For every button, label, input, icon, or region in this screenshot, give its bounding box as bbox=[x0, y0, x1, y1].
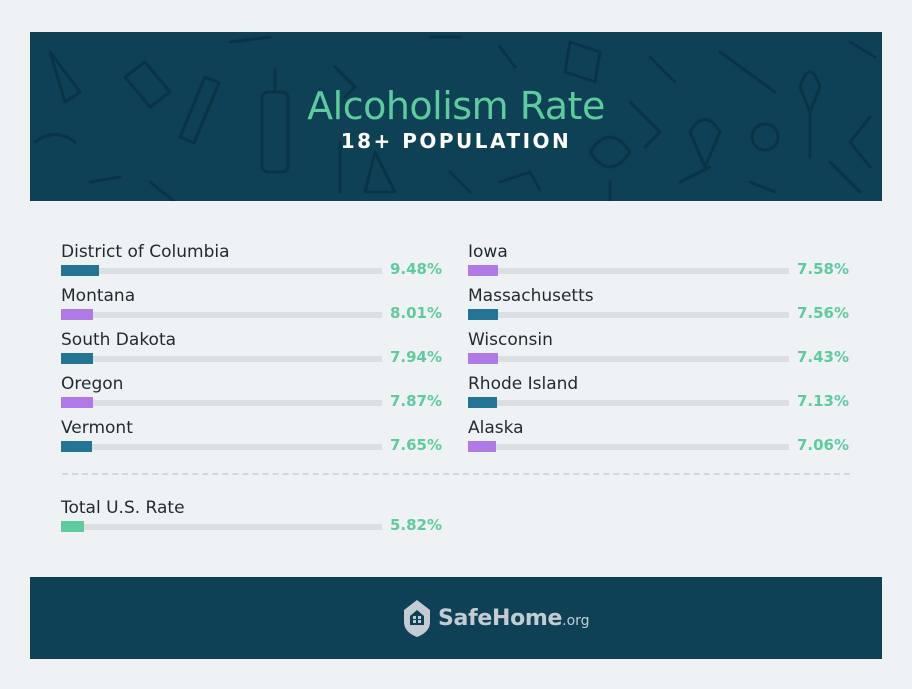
bar-value-label: 7.13% bbox=[796, 392, 849, 410]
bar-label: Total U.S. Rate bbox=[61, 498, 185, 518]
bar bbox=[468, 309, 498, 320]
bar-label: Vermont bbox=[61, 418, 133, 438]
bar-track bbox=[61, 312, 382, 318]
bar bbox=[61, 353, 93, 364]
bar-value-label: 7.58% bbox=[796, 260, 849, 278]
bar-row: Rhode Island 7.13% bbox=[468, 374, 849, 410]
bar-value-label: 7.56% bbox=[796, 304, 849, 322]
drinks-pattern-background bbox=[33, 35, 877, 201]
bar-track bbox=[468, 400, 789, 406]
bar-row: Montana 8.01% bbox=[61, 286, 442, 322]
bar-track bbox=[468, 444, 789, 450]
bar-value-label: 7.87% bbox=[389, 392, 442, 410]
bar-row: Alaska 7.06% bbox=[468, 418, 849, 454]
bar-track bbox=[61, 524, 382, 530]
bar-label: Wisconsin bbox=[468, 330, 553, 350]
brand-logo: SafeHome .org bbox=[402, 598, 590, 638]
bar bbox=[61, 265, 99, 276]
total-bar-row: Total U.S. Rate 5.82% bbox=[61, 498, 442, 534]
brand-name: SafeHome bbox=[438, 605, 563, 631]
bar-row: Massachusetts 7.56% bbox=[468, 286, 849, 322]
bar-label: Rhode Island bbox=[468, 374, 579, 394]
footer-banner: SafeHome .org bbox=[30, 577, 882, 659]
bar-label: South Dakota bbox=[61, 330, 177, 350]
bar-track bbox=[468, 356, 789, 362]
bar-row: Wisconsin 7.43% bbox=[468, 330, 849, 366]
bar-value-label: 8.01% bbox=[389, 304, 442, 322]
bar-track bbox=[468, 312, 789, 318]
bar-row: South Dakota 7.94% bbox=[61, 330, 442, 366]
bar-track bbox=[61, 268, 382, 274]
bar-track bbox=[61, 400, 382, 406]
bar-track bbox=[468, 268, 789, 274]
bar-track bbox=[61, 444, 382, 450]
chart-title: Alcoholism Rate bbox=[307, 84, 605, 128]
brand-tld: .org bbox=[562, 613, 590, 629]
bar-row: District of Columbia 9.48% bbox=[61, 242, 442, 278]
bar bbox=[61, 309, 93, 320]
bar-label: District of Columbia bbox=[61, 242, 230, 262]
bar-value-label: 7.06% bbox=[796, 436, 849, 454]
bar-label: Oregon bbox=[61, 374, 124, 394]
bar-value-label: 7.43% bbox=[796, 348, 849, 366]
bar-label: Massachusetts bbox=[468, 286, 594, 306]
bar bbox=[468, 353, 498, 364]
bar-label: Alaska bbox=[468, 418, 524, 438]
bar-label: Montana bbox=[61, 286, 136, 306]
bar-value-label: 7.65% bbox=[389, 436, 442, 454]
bar-track bbox=[61, 356, 382, 362]
bar-value-label: 9.48% bbox=[389, 260, 442, 278]
house-shield-icon bbox=[404, 600, 430, 637]
bar bbox=[468, 265, 498, 276]
section-divider bbox=[62, 473, 850, 475]
bar-row: Vermont 7.65% bbox=[61, 418, 442, 454]
bar-row: Oregon 7.87% bbox=[61, 374, 442, 410]
bar-value-label: 7.94% bbox=[389, 348, 442, 366]
bar-value-label: 5.82% bbox=[389, 516, 442, 534]
bar bbox=[61, 521, 84, 532]
bar bbox=[468, 397, 497, 408]
bar bbox=[61, 397, 93, 408]
bar bbox=[468, 441, 496, 452]
bar bbox=[61, 441, 92, 452]
bar-row: Iowa 7.58% bbox=[468, 242, 849, 278]
chart-subtitle: 18+ POPULATION bbox=[340, 129, 572, 153]
bar-label: Iowa bbox=[468, 242, 508, 262]
header-banner: Alcoholism Rate 18+ POPULATION bbox=[30, 32, 882, 201]
